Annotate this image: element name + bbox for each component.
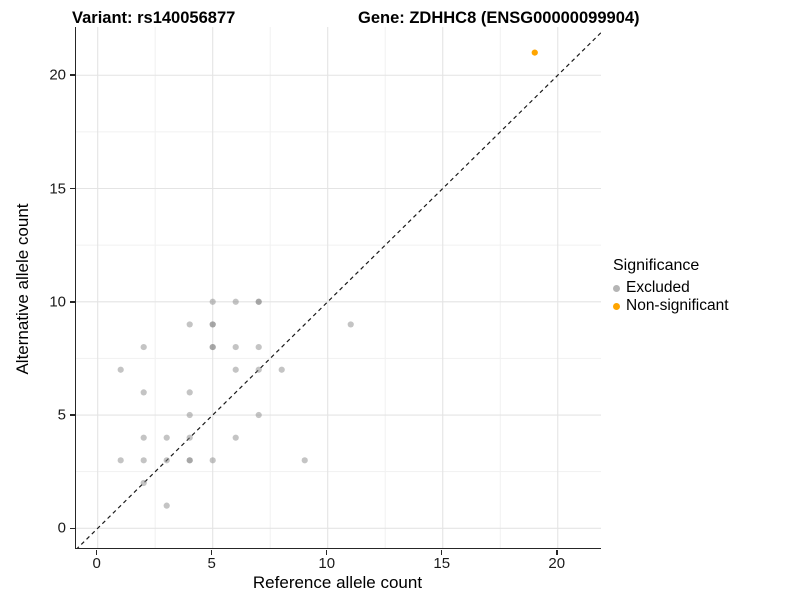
non-significant-swatch-icon	[613, 302, 620, 310]
data-point-excluded	[209, 343, 216, 351]
data-point-excluded	[186, 321, 193, 328]
legend-label-non-significant: Non-significant	[626, 297, 729, 314]
data-point-excluded	[140, 457, 147, 464]
data-point-excluded	[232, 366, 239, 373]
legend: Significance Excluded Non-significant	[613, 257, 729, 315]
x-axis-title: Reference allele count	[252, 573, 423, 592]
x-tick-label: 15	[433, 555, 451, 572]
data-point-excluded	[163, 502, 170, 509]
data-point-excluded	[209, 298, 216, 305]
data-point-excluded	[301, 457, 308, 464]
legend-item-excluded: Excluded	[613, 279, 729, 297]
data-point-excluded	[209, 321, 216, 328]
data-point-excluded	[209, 457, 216, 464]
identity-line	[76, 31, 601, 548]
y-tick-label: 5	[57, 406, 66, 424]
plot-title-gene: Gene: ZDHHC8 (ENSG00000099904)	[358, 9, 640, 27]
data-point-excluded	[186, 434, 193, 441]
x-tick-mark	[556, 549, 558, 555]
data-point-excluded	[186, 457, 193, 464]
data-point-excluded	[186, 389, 193, 396]
y-tick-mark	[70, 527, 75, 530]
y-tick-mark	[70, 301, 75, 303]
y-tick-mark	[70, 187, 75, 190]
y-tick-label: 15	[49, 180, 66, 197]
y-tick-mark	[70, 414, 75, 416]
x-tick-label: 20	[548, 555, 566, 572]
x-tick-mark	[440, 549, 443, 555]
plot-panel	[75, 27, 601, 549]
legend-label-excluded: Excluded	[626, 279, 690, 296]
x-tick-label: 5	[207, 555, 216, 572]
data-point-excluded	[140, 434, 147, 441]
x-tick-mark	[210, 549, 213, 555]
x-tick-mark	[95, 549, 98, 555]
data-point-excluded	[278, 366, 285, 373]
plot-title-variant: Variant: rs140056877	[72, 9, 236, 27]
y-tick-label: 20	[49, 66, 66, 84]
y-tick-label: 0	[57, 519, 66, 537]
data-point-excluded	[163, 434, 170, 441]
data-point-excluded	[232, 434, 239, 441]
data-point-excluded	[255, 343, 262, 351]
y-axis-title: Alternative allele count	[13, 203, 32, 375]
data-point-excluded	[347, 321, 354, 328]
data-point-excluded	[255, 411, 262, 419]
data-point-excluded	[163, 457, 170, 464]
data-point-excluded	[140, 389, 147, 396]
x-tick-label: 0	[92, 555, 101, 572]
data-point-excluded	[117, 457, 124, 464]
y-tick-label: 10	[49, 293, 66, 311]
excluded-swatch-icon	[613, 284, 620, 292]
data-point-non-significant	[531, 49, 538, 56]
data-point-excluded	[140, 479, 147, 487]
data-point-excluded	[117, 366, 124, 373]
data-point-excluded	[140, 343, 147, 351]
data-point-excluded	[232, 298, 239, 305]
data-point-excluded	[186, 411, 193, 419]
x-tick-label: 10	[318, 555, 336, 572]
data-point-excluded	[232, 343, 239, 351]
legend-title: Significance	[613, 257, 700, 274]
x-tick-mark	[325, 549, 328, 555]
plot-canvas	[76, 27, 601, 548]
data-point-excluded	[255, 366, 262, 373]
legend-item-non-significant: Non-significant	[613, 297, 729, 315]
y-tick-mark	[70, 74, 75, 76]
data-point-excluded	[255, 298, 262, 305]
